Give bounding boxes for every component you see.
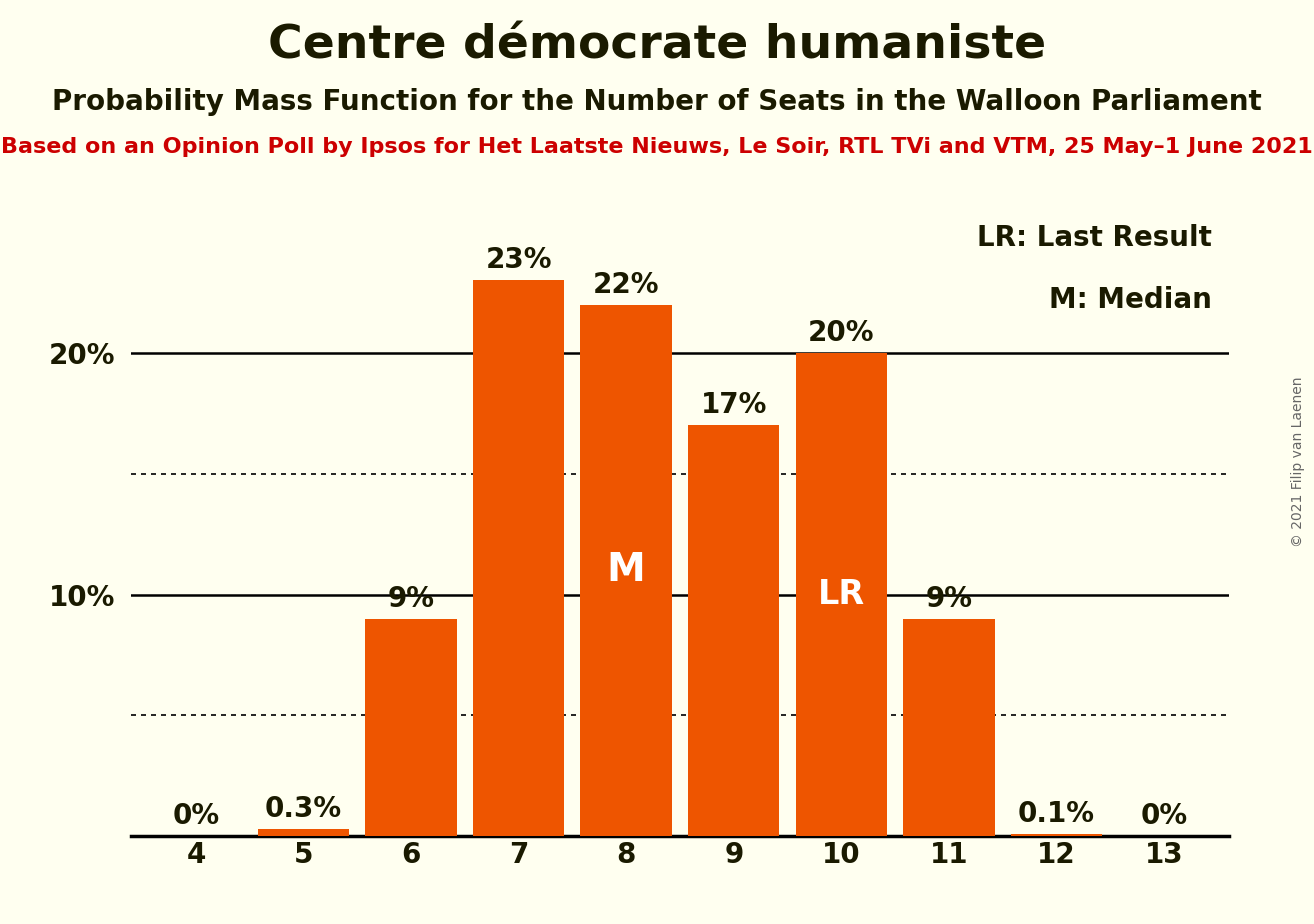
Bar — [473, 280, 564, 836]
Text: 0.1%: 0.1% — [1018, 800, 1095, 828]
Text: 22%: 22% — [593, 271, 660, 298]
Bar — [1010, 833, 1102, 836]
Text: 23%: 23% — [485, 247, 552, 274]
Text: LR: Last Result: LR: Last Result — [978, 224, 1212, 251]
Text: 17%: 17% — [700, 392, 767, 419]
Text: 9%: 9% — [388, 585, 435, 613]
Bar — [258, 829, 350, 836]
Text: Probability Mass Function for the Number of Seats in the Walloon Parliament: Probability Mass Function for the Number… — [53, 88, 1261, 116]
Bar — [365, 619, 457, 836]
Text: 0%: 0% — [1141, 802, 1188, 830]
Text: LR: LR — [817, 578, 865, 611]
Text: 0.3%: 0.3% — [265, 795, 342, 823]
Text: Centre démocrate humaniste: Centre démocrate humaniste — [268, 23, 1046, 68]
Bar — [903, 619, 995, 836]
Text: 20%: 20% — [808, 319, 875, 346]
Text: © 2021 Filip van Laenen: © 2021 Filip van Laenen — [1292, 377, 1305, 547]
Text: 9%: 9% — [925, 585, 972, 613]
Bar — [689, 425, 779, 836]
Bar — [796, 353, 887, 836]
Text: M: Median: M: Median — [1050, 286, 1212, 314]
Text: 0%: 0% — [172, 802, 219, 830]
Bar — [581, 305, 671, 836]
Text: Based on an Opinion Poll by Ipsos for Het Laatste Nieuws, Le Soir, RTL TVi and V: Based on an Opinion Poll by Ipsos for He… — [1, 137, 1313, 157]
Text: M: M — [607, 552, 645, 590]
